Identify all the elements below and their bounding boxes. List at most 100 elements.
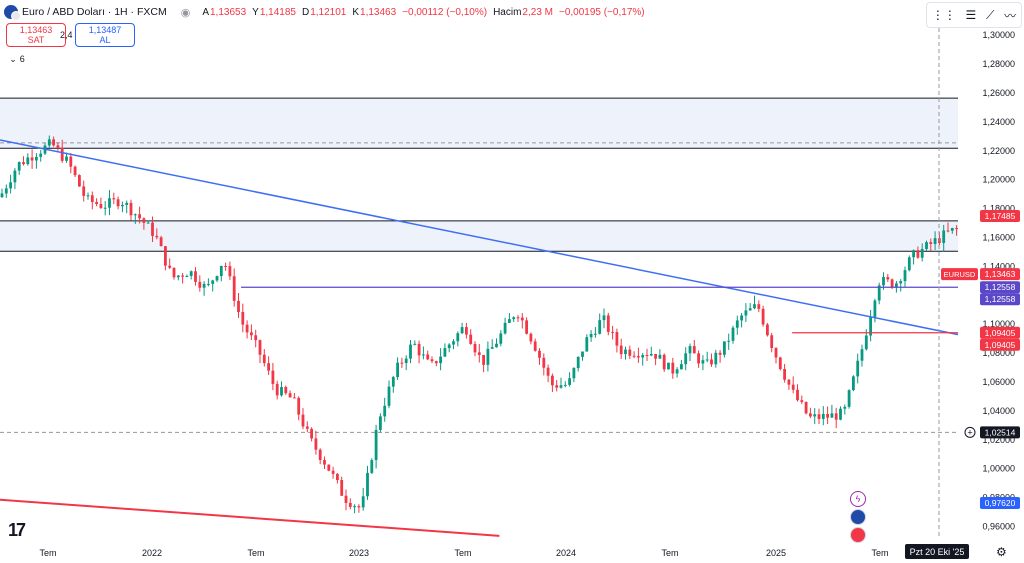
candle-body-220 xyxy=(946,230,950,232)
candle-body-12 xyxy=(52,139,55,146)
candle-body-51 xyxy=(219,265,223,277)
candle-body-115 xyxy=(495,343,498,348)
drag-handle-icon[interactable]: ⋮⋮ xyxy=(931,8,956,22)
candle-body-0 xyxy=(0,193,4,198)
lines-icon[interactable]: ☰ xyxy=(965,8,977,22)
candle-body-172 xyxy=(740,315,743,321)
candle-body-131 xyxy=(563,384,567,386)
price-tags: 1,17485 1,13463 EURUSD 1,12558 1,12558 1,0940… xyxy=(941,210,1020,510)
indicators-toggle[interactable]: ⌄ 6 xyxy=(9,53,25,65)
candle-body-78 xyxy=(336,473,339,481)
candle-body-197 xyxy=(847,390,851,407)
drawing-toolbar[interactable]: ⋮⋮ ☰ ⟋ 〰 xyxy=(926,2,1022,28)
candle-body-56 xyxy=(241,311,245,325)
price-tag-label-4: 1,09405 xyxy=(985,328,1016,338)
candle-body-176 xyxy=(757,304,761,309)
candle-body-30 xyxy=(129,202,133,216)
candle-body-166 xyxy=(714,352,718,365)
candle-body-66 xyxy=(284,387,288,394)
y-tick-label: 1,22000 xyxy=(982,146,1015,156)
candle-body-99 xyxy=(426,354,430,360)
symbol-title[interactable]: Euro / ABD Doları · 1H · FXCM xyxy=(22,6,167,18)
y-tick-label: 1,02000 xyxy=(982,435,1015,445)
candle-body-164 xyxy=(705,359,709,361)
candle-body-72 xyxy=(310,428,313,439)
us-event-icon[interactable] xyxy=(850,527,866,543)
candle-body-52 xyxy=(224,265,227,267)
candle-body-36 xyxy=(155,235,159,238)
eye-icon[interactable]: ◉ xyxy=(180,6,191,19)
candle-body-178 xyxy=(766,324,769,336)
symbol-header[interactable]: Euro / ABD Doları · 1H · FXCM ◉ A 1,13653… xyxy=(4,4,651,21)
candle-body-69 xyxy=(297,397,301,415)
candle-body-83 xyxy=(357,506,361,508)
add-alert-icon[interactable] xyxy=(964,426,976,438)
buy-button[interactable]: 1,13487 AL xyxy=(75,23,135,47)
candle-body-68 xyxy=(293,397,296,399)
candle-body-53 xyxy=(228,266,232,277)
candle-body-121 xyxy=(520,317,524,321)
price-tag-label-1: 1,13463 xyxy=(985,269,1016,279)
time-axis[interactable]: Tem 2022 Tem 2023 Tem 2024 Tem 2025 Tem xyxy=(0,540,958,563)
candle-body-8 xyxy=(35,156,38,161)
high-value: 1,14185 xyxy=(259,6,296,18)
price-zones xyxy=(0,98,958,252)
candle-body-29 xyxy=(125,202,129,205)
candle-body-154 xyxy=(662,354,666,370)
sell-button[interactable]: 1,13463 SAT xyxy=(6,23,66,47)
gear-icon[interactable]: ⚙ xyxy=(996,545,1007,559)
candle-body-151 xyxy=(649,354,653,356)
candle-body-86 xyxy=(370,460,374,473)
candlesticks xyxy=(0,135,980,514)
candle-body-111 xyxy=(477,352,481,355)
candle-body-163 xyxy=(701,360,705,364)
candle-body-217 xyxy=(933,238,937,244)
candle-body-200 xyxy=(860,349,864,361)
tradingview-logo-icon[interactable]: 17 xyxy=(8,520,26,540)
lightning-icon[interactable]: ϟ xyxy=(850,491,866,507)
candle-body-67 xyxy=(288,393,292,398)
volume-change-value: −0,00195 (−0,17%) xyxy=(559,6,645,18)
candle-body-194 xyxy=(834,413,838,420)
candle-body-136 xyxy=(585,337,589,352)
candle-body-75 xyxy=(323,460,326,465)
candle-body-183 xyxy=(787,379,791,385)
candle-body-4 xyxy=(17,162,21,171)
candle-body-26 xyxy=(112,198,116,200)
change-value: −0,00112 (−0,10%) xyxy=(402,6,488,18)
candle-body-73 xyxy=(314,438,318,450)
candle-body-142 xyxy=(611,331,614,333)
y-tick-label: 1,26000 xyxy=(982,88,1015,98)
candle-body-171 xyxy=(735,320,739,328)
candle-body-206 xyxy=(886,277,890,280)
candle-body-37 xyxy=(159,237,163,247)
blue-trendline[interactable] xyxy=(0,139,979,340)
candle-body-196 xyxy=(843,406,847,409)
candle-body-62 xyxy=(267,363,270,371)
candle-body-219 xyxy=(942,230,946,243)
candle-body-77 xyxy=(331,470,335,474)
candle-body-101 xyxy=(434,361,438,364)
trendline-icon[interactable]: ⟋ xyxy=(986,7,995,22)
candle-body-124 xyxy=(533,341,537,351)
candle-body-31 xyxy=(133,214,137,216)
candle-body-173 xyxy=(744,310,748,316)
price-tag-3 xyxy=(980,293,1020,306)
red-trendline[interactable] xyxy=(0,498,500,537)
candle-body-182 xyxy=(783,369,786,380)
y-tick-label: 1,10000 xyxy=(982,319,1015,329)
brush-icon[interactable]: 〰 xyxy=(1004,8,1017,23)
eu-event-icon[interactable] xyxy=(850,509,866,525)
candle-body-110 xyxy=(473,343,477,353)
candle-body-106 xyxy=(456,333,460,342)
candle-body-146 xyxy=(628,349,632,356)
candle-body-35 xyxy=(151,222,154,236)
candle-body-94 xyxy=(404,358,408,363)
x-tick-label: 2023 xyxy=(349,548,369,558)
candle-body-125 xyxy=(538,350,541,358)
x-tick-label: Tem xyxy=(871,548,888,558)
candle-body-112 xyxy=(482,354,485,365)
candle-body-102 xyxy=(439,356,442,364)
candle-body-55 xyxy=(237,300,240,312)
